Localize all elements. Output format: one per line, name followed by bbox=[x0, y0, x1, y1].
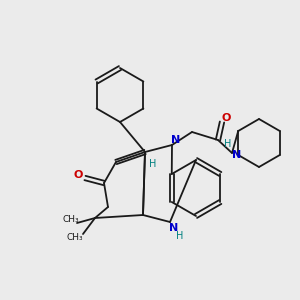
Text: H: H bbox=[224, 139, 232, 149]
Text: N: N bbox=[232, 150, 242, 160]
Text: N: N bbox=[169, 223, 178, 233]
Text: N: N bbox=[171, 135, 181, 145]
Text: O: O bbox=[221, 113, 231, 123]
Text: O: O bbox=[73, 170, 83, 180]
Text: H: H bbox=[149, 159, 157, 169]
Text: CH₃: CH₃ bbox=[67, 233, 83, 242]
Text: CH₃: CH₃ bbox=[63, 215, 79, 224]
Text: H: H bbox=[176, 231, 184, 241]
